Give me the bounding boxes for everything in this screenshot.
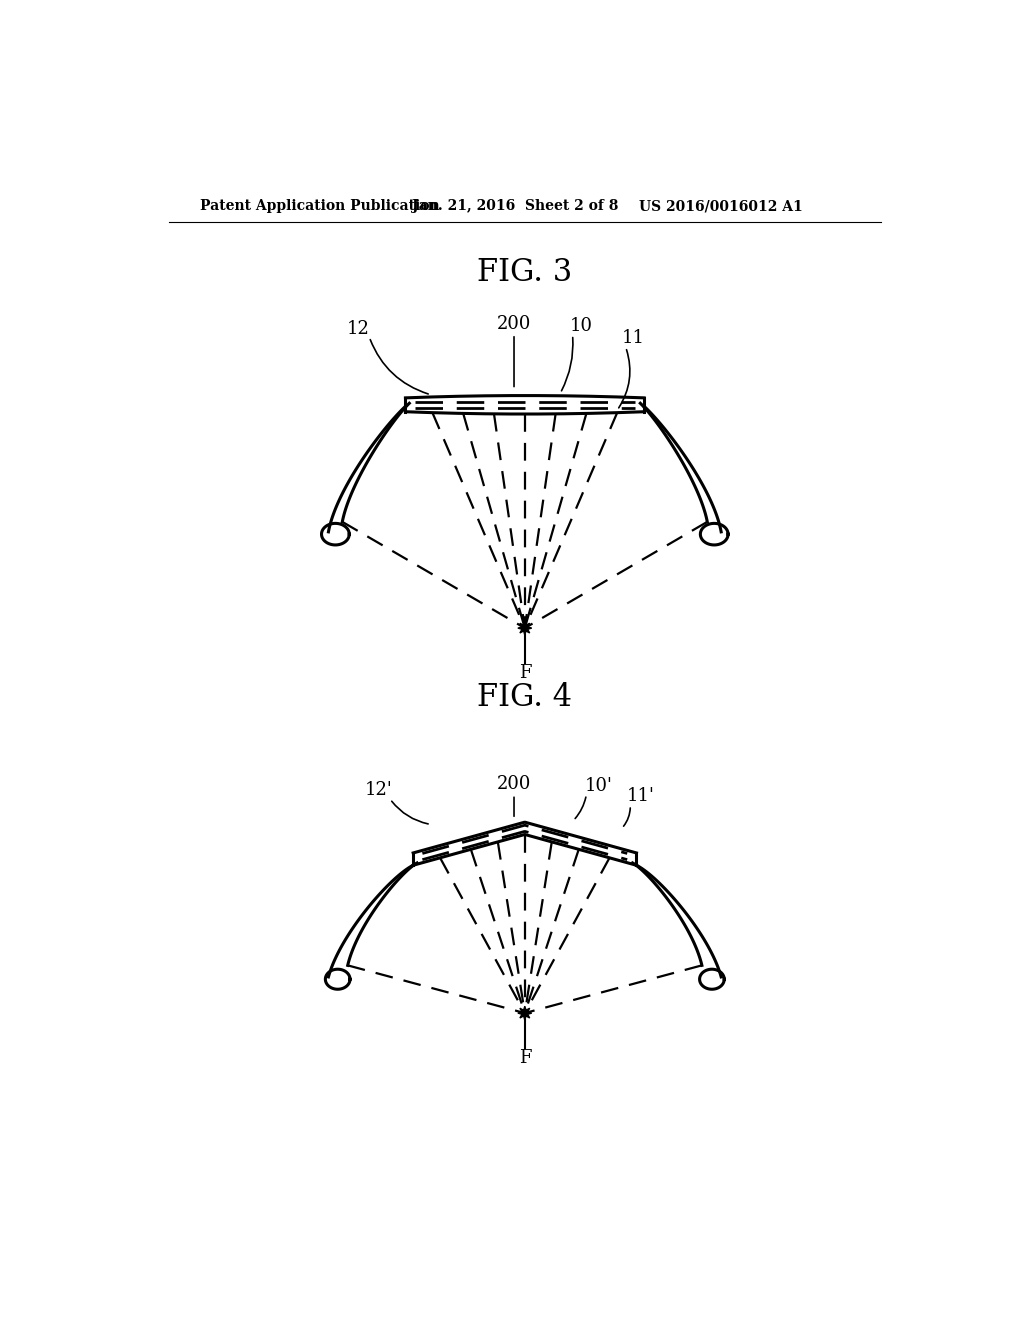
Text: Jan. 21, 2016  Sheet 2 of 8: Jan. 21, 2016 Sheet 2 of 8	[412, 199, 618, 213]
Text: Patent Application Publication: Patent Application Publication	[200, 199, 439, 213]
Polygon shape	[518, 1006, 531, 1020]
Text: 11': 11'	[628, 787, 655, 805]
Text: 10': 10'	[585, 777, 612, 795]
Text: F: F	[518, 1049, 531, 1067]
Polygon shape	[518, 622, 531, 635]
Text: US 2016/0016012 A1: US 2016/0016012 A1	[639, 199, 803, 213]
Text: 10: 10	[569, 317, 593, 335]
Text: FIG. 4: FIG. 4	[477, 682, 572, 713]
Text: 11: 11	[622, 329, 645, 347]
Text: 200: 200	[497, 775, 531, 792]
Text: 12: 12	[346, 321, 369, 338]
Text: 200: 200	[497, 315, 531, 333]
Text: F: F	[518, 664, 531, 681]
Text: 12': 12'	[365, 781, 392, 799]
Text: FIG. 3: FIG. 3	[477, 257, 572, 288]
